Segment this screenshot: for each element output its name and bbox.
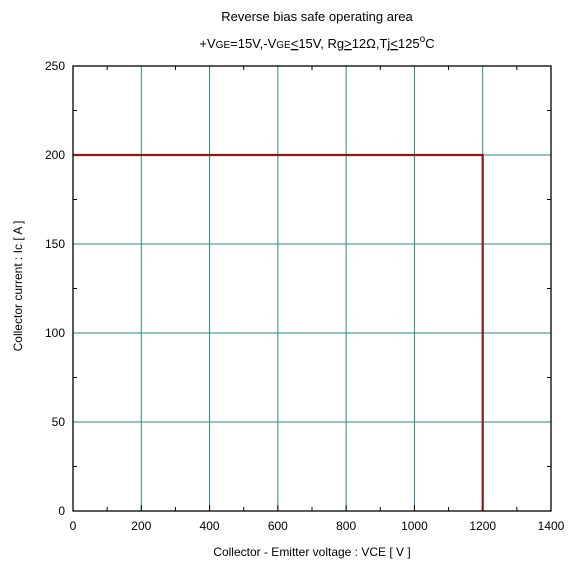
subtitle-part: =15V,-V [230, 36, 276, 51]
y-tick-label: 100 [45, 326, 65, 340]
less-equal-symbol: < [390, 36, 398, 51]
subtitle-part: 125 [398, 36, 420, 51]
x-tick-labels: 0 200 400 600 800 1000 1200 1400 [70, 519, 565, 533]
y-tick-label: 0 [58, 504, 65, 518]
y-tick-label: 200 [45, 148, 65, 162]
subtitle-part: C [425, 36, 434, 51]
x-tick-label: 600 [268, 519, 288, 533]
series-group [73, 153, 484, 511]
chart-subtitle: +VGE=15V,-VGE<15V, Rg>12Ω,Tj<125oC [199, 34, 434, 51]
x-tick-label: 200 [131, 519, 151, 533]
subtitle-part: 15V, Rg [298, 36, 344, 51]
x-tick-label: 800 [336, 519, 356, 533]
subtitle-superscript: o [420, 34, 426, 45]
minor-ticks [72, 66, 552, 511]
y-tick-labels: 0 50 100 150 200 250 [45, 59, 65, 518]
chart-title: Reverse bias safe operating area [221, 9, 413, 24]
subtitle-subscript: GE [216, 40, 231, 51]
y-tick-label: 150 [45, 237, 65, 251]
y-tick-label: 50 [52, 415, 66, 429]
x-tick-label: 1200 [469, 519, 496, 533]
grid [73, 66, 551, 511]
x-axis-label: Collector - Emitter voltage : VCE [ V ] [213, 545, 410, 559]
x-tick-label: 0 [70, 519, 77, 533]
subtitle-subscript: GE [276, 40, 291, 51]
y-axis-label: Collector current : Ic [ A ] [11, 221, 25, 352]
x-tick-label: 400 [200, 519, 220, 533]
less-equal-symbol: < [291, 36, 299, 51]
subtitle-part: 12Ω,Tj [352, 36, 391, 51]
y-tick-label: 250 [45, 59, 65, 73]
subtitle-part: +V [199, 36, 216, 51]
plot-frame [72, 65, 552, 512]
greater-equal-symbol: > [344, 36, 352, 51]
x-tick-label: 1400 [538, 519, 565, 533]
x-tick-label: 1000 [401, 519, 428, 533]
soa-boundary-line [73, 153, 484, 511]
